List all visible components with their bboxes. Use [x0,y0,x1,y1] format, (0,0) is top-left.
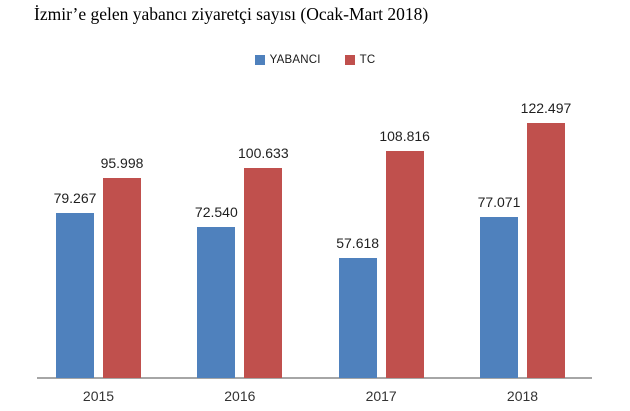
bar-tc-2018 [526,122,565,378]
x-axis-label-2016: 2016 [224,388,256,404]
bar-value-label-yabanci-2017: 57.618 [336,234,380,251]
chart-title: İzmir’e gelen yabancı ziyaretçi sayısı (… [34,4,429,24]
legend-item-yabanci: YABANCI [254,54,321,66]
bar-value-label-yabanci-2016: 72.540 [194,203,238,220]
x-axis-label-2018: 2018 [506,388,539,404]
bar-tc-2017 [385,151,424,378]
bar-value-label-yabanci-2018: 77.071 [477,194,521,211]
bar-value-label-tc-2016: 100.633 [238,145,289,162]
chart-legend: YABANCI TC [0,54,630,66]
bar-yabanci-2018 [479,217,518,378]
bar-tc-2016 [244,168,283,378]
bar-yabanci-2016 [197,226,236,378]
bar-value-label-tc-2017: 108.816 [379,128,430,145]
bar-tc-2015 [103,177,141,378]
bar-value-label-tc-2018: 122.497 [520,99,572,116]
x-axis-label-2015: 2015 [82,388,115,404]
x-axis-label-2017: 2017 [365,388,397,404]
legend-swatch-icon [344,55,355,65]
bar-yabanci-2017 [338,257,377,378]
bar-value-label-yabanci-2015: 79.267 [53,189,97,206]
legend-item-tc: TC [344,54,376,66]
legend-swatch-icon [254,55,265,65]
bar-value-label-tc-2015: 95.998 [100,154,144,171]
legend-label: YABANCI [269,54,321,66]
x-axis-line [37,377,592,379]
bar-yabanci-2015 [56,212,94,378]
legend-label: TC [359,54,376,66]
